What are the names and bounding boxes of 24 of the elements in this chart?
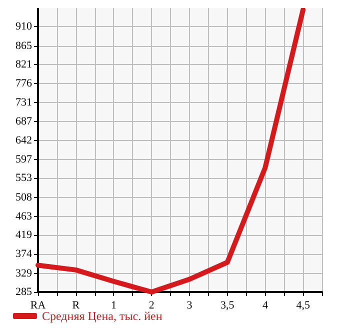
- y-tick-label: 419: [16, 229, 32, 242]
- x-tick-label: 2: [148, 300, 154, 312]
- y-tick-label: 553: [16, 172, 32, 184]
- x-tick-label: RA: [30, 300, 46, 312]
- y-tick-label: 731: [16, 96, 32, 109]
- x-tick-label: R: [72, 300, 80, 312]
- y-tick-label: 285: [16, 286, 32, 298]
- y-tick-label: 776: [16, 78, 32, 90]
- y-tick-label: 374: [16, 248, 32, 260]
- y-tick-label: 865: [16, 40, 32, 52]
- y-tick-label: 508: [16, 191, 32, 204]
- y-tick-label: 821: [16, 58, 32, 70]
- y-tick-label: 910: [16, 20, 32, 33]
- x-tick-label: 3,5: [220, 300, 235, 312]
- legend-label: Средняя Цена, тыс. йен: [42, 309, 163, 323]
- x-tick-label: 4: [262, 300, 268, 312]
- y-tick-label: 329: [16, 267, 32, 280]
- y-tick-label: 597: [16, 154, 32, 166]
- y-tick-label: 687: [16, 115, 32, 128]
- x-tick-label: 3: [186, 300, 193, 312]
- x-tick-label: 1: [110, 300, 116, 312]
- x-tick-label: 4,5: [296, 300, 310, 312]
- y-tick-label: 463: [16, 210, 32, 222]
- y-tick-label: 642: [16, 134, 32, 146]
